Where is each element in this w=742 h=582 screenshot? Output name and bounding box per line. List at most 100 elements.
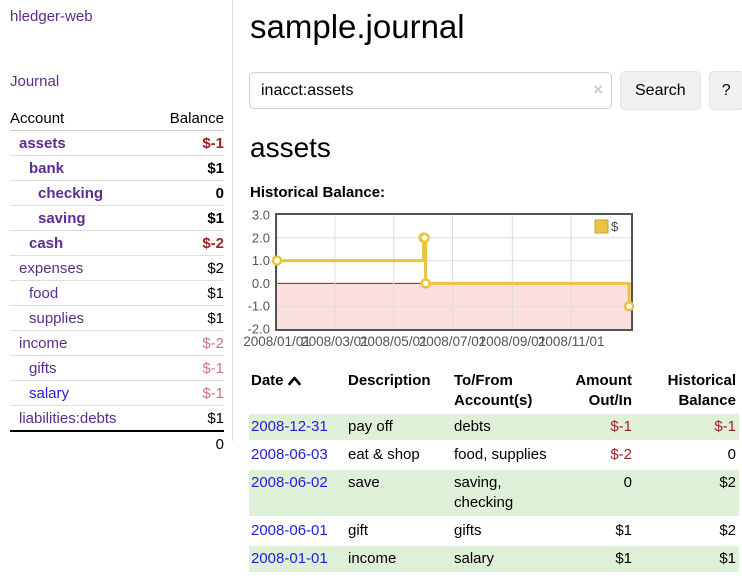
account-balance: $1	[151, 305, 224, 331]
account-link-income[interactable]: income	[19, 335, 68, 352]
account-link-cash[interactable]: cash	[29, 235, 64, 252]
register-row: 2008-06-02 save saving, checking 0 $2	[249, 469, 739, 518]
account-balance: $-2	[151, 330, 224, 356]
transaction-date-link[interactable]: 2008-06-01	[251, 522, 328, 539]
account-link-assets[interactable]: assets	[19, 135, 66, 152]
account-link-checking[interactable]: checking	[38, 185, 104, 202]
svg-text:2008/09/01: 2008/09/01	[479, 334, 547, 349]
account-balance: 0	[151, 180, 224, 206]
account-heading: assets	[250, 132, 331, 163]
account-row: gifts $-1	[10, 355, 224, 381]
search-bar: × Search ?	[249, 71, 742, 110]
register-row: 2008-06-03 eat & shop food, supplies $-2…	[249, 441, 739, 470]
account-link-food[interactable]: food	[29, 285, 59, 302]
account-balance: $1	[151, 280, 224, 306]
transaction-amount: $-2	[555, 441, 635, 470]
register-header-balance: Historical Balance	[667, 372, 736, 409]
svg-text:$: $	[611, 219, 619, 234]
clear-search-icon[interactable]: ×	[593, 80, 603, 99]
svg-text:2008/03/01: 2008/03/01	[301, 334, 369, 349]
account-row: supplies $1	[10, 305, 224, 331]
transaction-balance: $-1	[635, 414, 739, 442]
account-balance: $2	[151, 255, 224, 281]
search-input[interactable]	[249, 72, 612, 109]
transaction-balance: $2	[635, 517, 739, 546]
transaction-description: income	[346, 545, 452, 574]
chart-canvas: $3.0 2.0 1.0 0.0 -1.0 -2.02008/01/012008/03/0…	[243, 208, 635, 349]
accounts-total-value: 0	[151, 430, 224, 456]
transaction-date-link[interactable]: 2008-01-01	[251, 550, 328, 567]
transaction-accounts: saving, checking	[452, 469, 555, 518]
svg-text:0.0: 0.0	[252, 276, 270, 291]
transaction-amount: 0	[555, 469, 635, 518]
account-link-salary[interactable]: salary	[29, 385, 70, 402]
account-row: salary $-1	[10, 380, 224, 406]
accounts-header-account: Account	[10, 106, 152, 131]
page-title: sample.journal	[250, 8, 465, 45]
transaction-accounts: salary	[452, 545, 555, 574]
transaction-description: eat & shop	[346, 441, 452, 470]
account-link-liabilities-debts[interactable]: liabilities:debts	[19, 410, 117, 427]
sidebar: hledger-web Journal Account Balance asse…	[0, 0, 233, 456]
account-row: food $1	[10, 280, 224, 306]
account-link-saving[interactable]: saving	[38, 210, 86, 227]
transaction-amount: $1	[555, 545, 635, 574]
register-header-amount: Amount Out/In	[575, 372, 632, 409]
account-balance: $1	[151, 155, 224, 181]
chart-label: Historical Balance:	[250, 184, 386, 201]
register-row: 2008-06-01 gift gifts $1 $2	[249, 517, 739, 546]
transaction-description: gift	[346, 517, 452, 546]
account-row: saving $1	[10, 205, 224, 231]
svg-text:1.0: 1.0	[252, 253, 270, 268]
account-link-bank[interactable]: bank	[29, 160, 65, 177]
transaction-balance: $1	[635, 545, 739, 574]
register-header-accounts: To/From Account(s)	[454, 372, 533, 409]
help-button[interactable]: ?	[708, 71, 742, 110]
historical-balance-chart: $3.0 2.0 1.0 0.0 -1.0 -2.0 2008/01/01 2008/03/0…	[237, 205, 742, 355]
account-balance: $-2	[151, 230, 224, 256]
main-content: sample.journal × Search ? assets Histori…	[243, 0, 742, 574]
transaction-date-link[interactable]: 2008-12-31	[251, 418, 328, 435]
svg-text:2008/01/01: 2008/01/01	[243, 334, 311, 349]
account-balance: $1	[151, 205, 224, 231]
account-link-supplies[interactable]: supplies	[29, 310, 85, 327]
account-row: assets $-1	[10, 130, 224, 156]
svg-text:3.0: 3.0	[252, 208, 270, 223]
account-balance: $-1	[151, 130, 224, 156]
transaction-balance: $2	[635, 469, 739, 518]
svg-text:2008/07/01: 2008/07/01	[419, 334, 487, 349]
account-link-expenses[interactable]: expenses	[19, 260, 84, 277]
account-link-gifts[interactable]: gifts	[29, 360, 57, 377]
transaction-amount: $-1	[555, 414, 635, 442]
transaction-balance: 0	[635, 441, 739, 470]
account-row: bank $1	[10, 155, 224, 181]
register-row: 2008-12-31 pay off debts $-1 $-1	[249, 414, 739, 442]
transaction-date-link[interactable]: 2008-06-03	[251, 446, 328, 463]
accounts-table: Account Balance assets $-1 bank $1 checkin…	[10, 106, 224, 456]
register-header-description: Description	[348, 372, 431, 389]
account-row: expenses $2	[10, 255, 224, 281]
account-row: checking 0	[10, 180, 224, 206]
register-table: Date Description To/From Account(s) Amou…	[249, 369, 739, 574]
svg-text:-1.0: -1.0	[248, 299, 270, 314]
transaction-description: pay off	[346, 414, 452, 442]
account-balance: $-1	[151, 380, 224, 406]
brand-link[interactable]: hledger-web	[10, 8, 93, 25]
account-row: income $-2	[10, 330, 224, 356]
transaction-description: save	[346, 469, 452, 518]
account-balance: $1	[151, 405, 224, 432]
transaction-accounts: debts	[452, 414, 555, 442]
svg-text:2008/05/01: 2008/05/01	[360, 334, 428, 349]
register-row: 2008-01-01 income salary $1 $1	[249, 545, 739, 574]
svg-text:-2.0: -2.0	[248, 322, 270, 337]
account-row: cash $-2	[10, 230, 224, 256]
search-button[interactable]: Search	[620, 71, 701, 110]
transaction-accounts: gifts	[452, 517, 555, 546]
accounts-total-row: 0	[10, 430, 224, 456]
svg-text:2008/11/01: 2008/11/01	[538, 334, 605, 349]
sidebar-item-journal[interactable]: Journal	[10, 73, 60, 90]
account-balance: $-1	[151, 355, 224, 381]
transaction-date-link[interactable]: 2008-06-02	[251, 474, 328, 491]
account-row: liabilities:debts $1	[10, 405, 224, 432]
register-header-date[interactable]: Date	[249, 369, 346, 414]
